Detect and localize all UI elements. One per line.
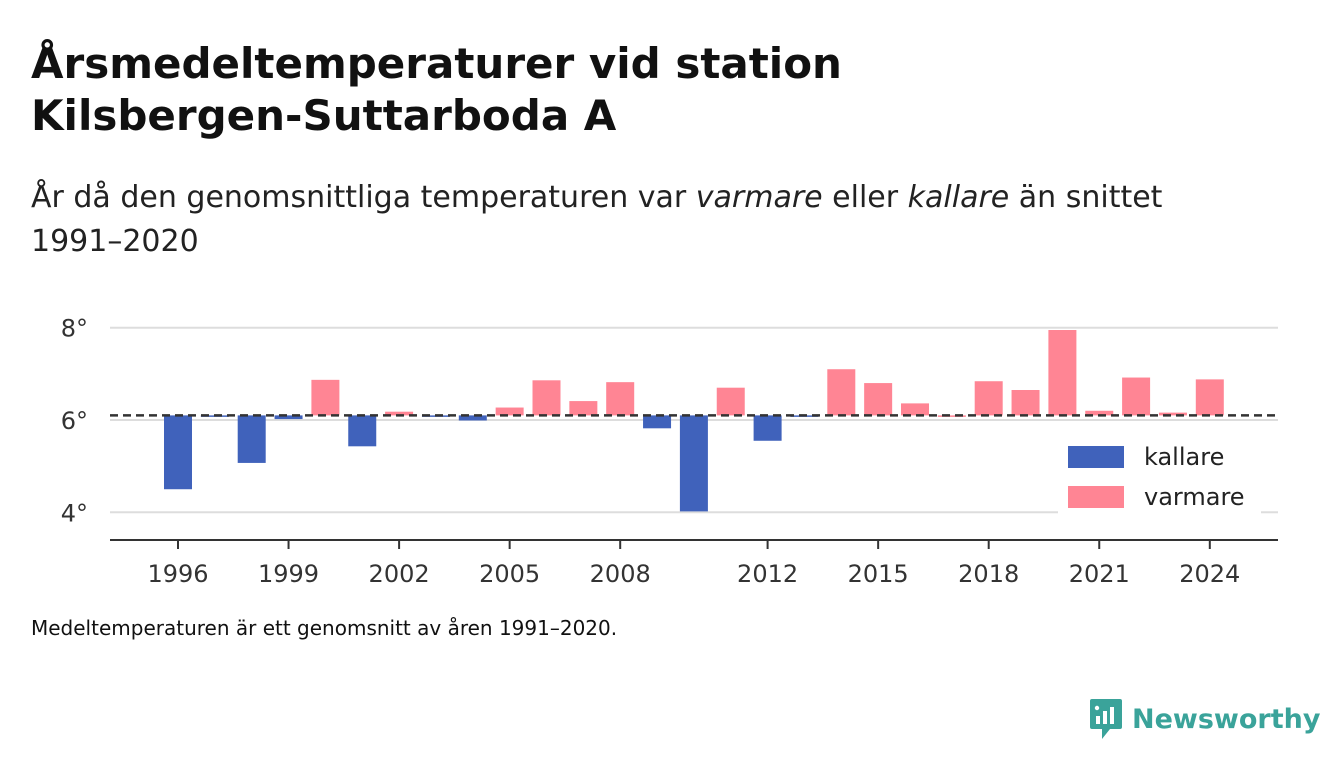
bar (1085, 410, 1114, 416)
bars (164, 330, 1224, 512)
legend-label-kallare: kallare (1144, 443, 1225, 471)
x-tick-label: 2002 (369, 560, 430, 588)
x-tick-label: 2012 (737, 560, 798, 588)
x-tick-label: 2018 (958, 560, 1019, 588)
bar (495, 407, 524, 416)
bar (348, 415, 377, 447)
bar (385, 411, 414, 416)
footnote: Medeltemperaturen är ett genomsnitt av å… (31, 616, 618, 640)
bar (753, 415, 782, 441)
subtitle-emphasis-warmer: varmare (695, 180, 823, 215)
legend-swatch-varmare (1068, 486, 1124, 508)
page-title: Årsmedeltemperaturer vid station Kilsber… (31, 38, 1031, 142)
legend-item-kallare: kallare (1068, 443, 1224, 471)
bar (827, 369, 856, 416)
bar (274, 415, 303, 420)
subtitle-emphasis-colder: kallare (907, 180, 1010, 215)
y-tick-label: 4° (61, 499, 88, 527)
legend-label-varmare: varmare (1144, 483, 1245, 511)
bar (532, 380, 561, 416)
bar (643, 415, 672, 429)
bar (974, 381, 1003, 416)
bar (937, 415, 966, 417)
temperature-bar-chart: 4° 6° 8° 1996 1999 2002 2005 2008 2012 2015 2018 20… (61, 315, 1278, 588)
x-tick-label: 2008 (590, 560, 651, 588)
brand-name: Newsworthy (1132, 703, 1321, 735)
tick-labels: 4° 6° 8° 1996 1999 2002 2005 2008 2012 2015 2018 20… (61, 315, 1241, 588)
y-tick-label: 6° (61, 407, 88, 435)
chart-legend: kallare varmare (1058, 433, 1261, 516)
bar (1195, 379, 1224, 416)
bar (901, 403, 929, 416)
bar (164, 415, 192, 490)
bar (1122, 377, 1151, 416)
bar (606, 382, 635, 416)
bar (311, 379, 340, 416)
x-tick-label: 2021 (1069, 560, 1130, 588)
x-tick-label: 2015 (848, 560, 909, 588)
y-tick-label: 8° (61, 315, 88, 343)
bar (1158, 412, 1187, 416)
subtitle-part-3: än snittet 1991–2020 (31, 180, 1163, 259)
newsworthy-logo-icon (1090, 699, 1122, 739)
title-line-1: Årsmedeltemperaturer vid station (31, 39, 842, 88)
x-tick-label: 2024 (1179, 560, 1240, 588)
x-tick-label: 1996 (147, 560, 208, 588)
bar (569, 401, 598, 416)
subtitle-part-1: År då den genomsnittliga temperaturen va… (31, 180, 696, 215)
title-line-2: Kilsbergen-Suttarboda A (31, 91, 617, 140)
bar (237, 415, 266, 463)
bar (458, 415, 487, 421)
subtitle-part-2: eller (822, 180, 908, 215)
bar (716, 387, 745, 416)
brand-logo[interactable]: Newsworthy (1088, 697, 1320, 741)
legend-swatch-kallare (1068, 446, 1124, 468)
axes (110, 414, 1278, 549)
bar (864, 383, 893, 416)
legend-item-varmare: varmare (1068, 483, 1245, 511)
bar (679, 415, 708, 512)
x-tick-label: 2005 (479, 560, 540, 588)
x-tick-label: 1999 (258, 560, 319, 588)
bar (1048, 330, 1077, 416)
bar (1011, 390, 1040, 416)
chart-subtitle: År då den genomsnittliga temperaturen va… (31, 176, 1251, 264)
